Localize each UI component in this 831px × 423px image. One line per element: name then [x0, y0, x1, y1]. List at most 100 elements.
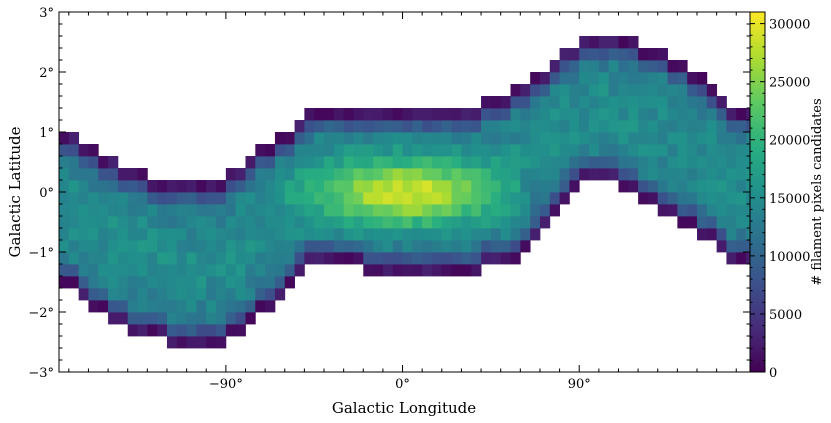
heatmap-cell — [657, 168, 668, 181]
heatmap-cell — [196, 240, 207, 253]
heatmap-cell — [461, 168, 472, 181]
heatmap-cell — [412, 192, 423, 205]
heatmap-cell — [314, 252, 325, 265]
heatmap-cell — [402, 216, 413, 229]
heatmap-cell — [343, 252, 354, 265]
heatmap-cell — [59, 204, 70, 217]
heatmap-cell — [461, 204, 472, 217]
heatmap-cell — [333, 216, 345, 229]
heatmap-cell — [628, 144, 639, 157]
heatmap-cell — [284, 156, 295, 169]
heatmap-cell — [216, 336, 227, 349]
heatmap-cell — [441, 108, 453, 121]
heatmap-cell — [706, 204, 718, 217]
heatmap-cell — [265, 240, 276, 253]
heatmap-cell — [697, 144, 708, 157]
heatmap-cell — [206, 300, 217, 313]
heatmap-cell — [216, 228, 227, 241]
heatmap-cell — [490, 216, 502, 229]
heatmap-cell — [422, 144, 433, 157]
heatmap-cell — [687, 192, 698, 205]
heatmap-cell — [353, 168, 364, 181]
heatmap-cell — [98, 156, 109, 169]
heatmap-cell — [667, 60, 678, 73]
heatmap-cell — [235, 168, 246, 181]
heatmap-cell — [176, 240, 187, 253]
heatmap-cell — [697, 228, 708, 241]
heatmap-cell — [186, 192, 197, 205]
heatmap-cell — [117, 312, 129, 325]
heatmap-cell — [206, 336, 217, 349]
heatmap-cell — [549, 72, 560, 85]
heatmap-cell — [746, 252, 750, 265]
heatmap-cell — [559, 132, 570, 145]
heatmap-cell — [88, 144, 99, 157]
heatmap-cell — [598, 132, 610, 145]
y-tick-label: −3° — [28, 366, 54, 381]
heatmap-cell — [461, 240, 472, 253]
heatmap-cell — [225, 168, 237, 181]
heatmap-cell — [677, 192, 688, 205]
heatmap-cell — [206, 228, 217, 241]
heatmap-cell — [677, 204, 688, 217]
heatmap-cell — [324, 252, 335, 265]
heatmap-cell — [186, 252, 197, 265]
heatmap-cell — [726, 216, 737, 229]
heatmap-cell — [726, 168, 737, 181]
heatmap-cell — [530, 216, 541, 229]
heatmap-cell — [216, 276, 227, 289]
heatmap-cell — [422, 264, 433, 277]
heatmap-cell — [461, 192, 472, 205]
heatmap-cell — [68, 132, 80, 145]
heatmap-cell — [530, 84, 541, 97]
heatmap-cell — [274, 204, 286, 217]
heatmap-cell — [677, 180, 688, 193]
heatmap-cell — [68, 252, 80, 265]
heatmap-cell — [166, 312, 178, 325]
heatmap-cell — [196, 264, 207, 277]
heatmap-cell — [402, 252, 413, 265]
heatmap-cell — [471, 156, 482, 169]
heatmap-cell — [235, 192, 246, 205]
heatmap-cell — [608, 168, 619, 181]
heatmap-cell — [549, 120, 560, 133]
heatmap-cell — [500, 96, 511, 109]
heatmap-cell — [441, 252, 453, 265]
heatmap-cell — [343, 108, 354, 121]
heatmap-cell — [412, 132, 423, 145]
heatmap-cell — [431, 120, 443, 133]
heatmap-cell — [147, 288, 158, 301]
heatmap-cell — [373, 144, 384, 157]
heatmap-cell — [137, 228, 148, 241]
heatmap-cell — [373, 156, 384, 169]
heatmap-cell — [431, 156, 443, 169]
heatmap-cell — [451, 228, 462, 241]
heatmap-cell — [530, 108, 541, 121]
heatmap-cell — [412, 252, 423, 265]
heatmap-cell — [412, 216, 423, 229]
heatmap-cell — [726, 180, 737, 193]
heatmap-cell — [78, 192, 89, 205]
heatmap-cell — [647, 156, 659, 169]
heatmap-cell — [245, 204, 256, 217]
heatmap-cell — [431, 192, 443, 205]
heatmap-cell — [500, 204, 511, 217]
heatmap-cell — [579, 168, 590, 181]
heatmap-cell — [245, 252, 256, 265]
heatmap-cell — [402, 264, 413, 277]
heatmap-cell — [382, 168, 394, 181]
heatmap-cell — [500, 108, 511, 121]
heatmap-cell — [274, 240, 286, 253]
heatmap-cell — [245, 288, 256, 301]
heatmap-cell — [736, 216, 747, 229]
heatmap-cell — [608, 156, 619, 169]
heatmap-cell — [539, 108, 551, 121]
heatmap-cell — [353, 156, 364, 169]
heatmap-cell — [265, 276, 276, 289]
heatmap-cell — [441, 156, 453, 169]
heatmap-cell — [579, 36, 590, 49]
heatmap-cell — [441, 216, 453, 229]
heatmap-cell — [284, 168, 295, 181]
heatmap-cell — [490, 108, 502, 121]
heatmap-cell — [706, 84, 718, 97]
